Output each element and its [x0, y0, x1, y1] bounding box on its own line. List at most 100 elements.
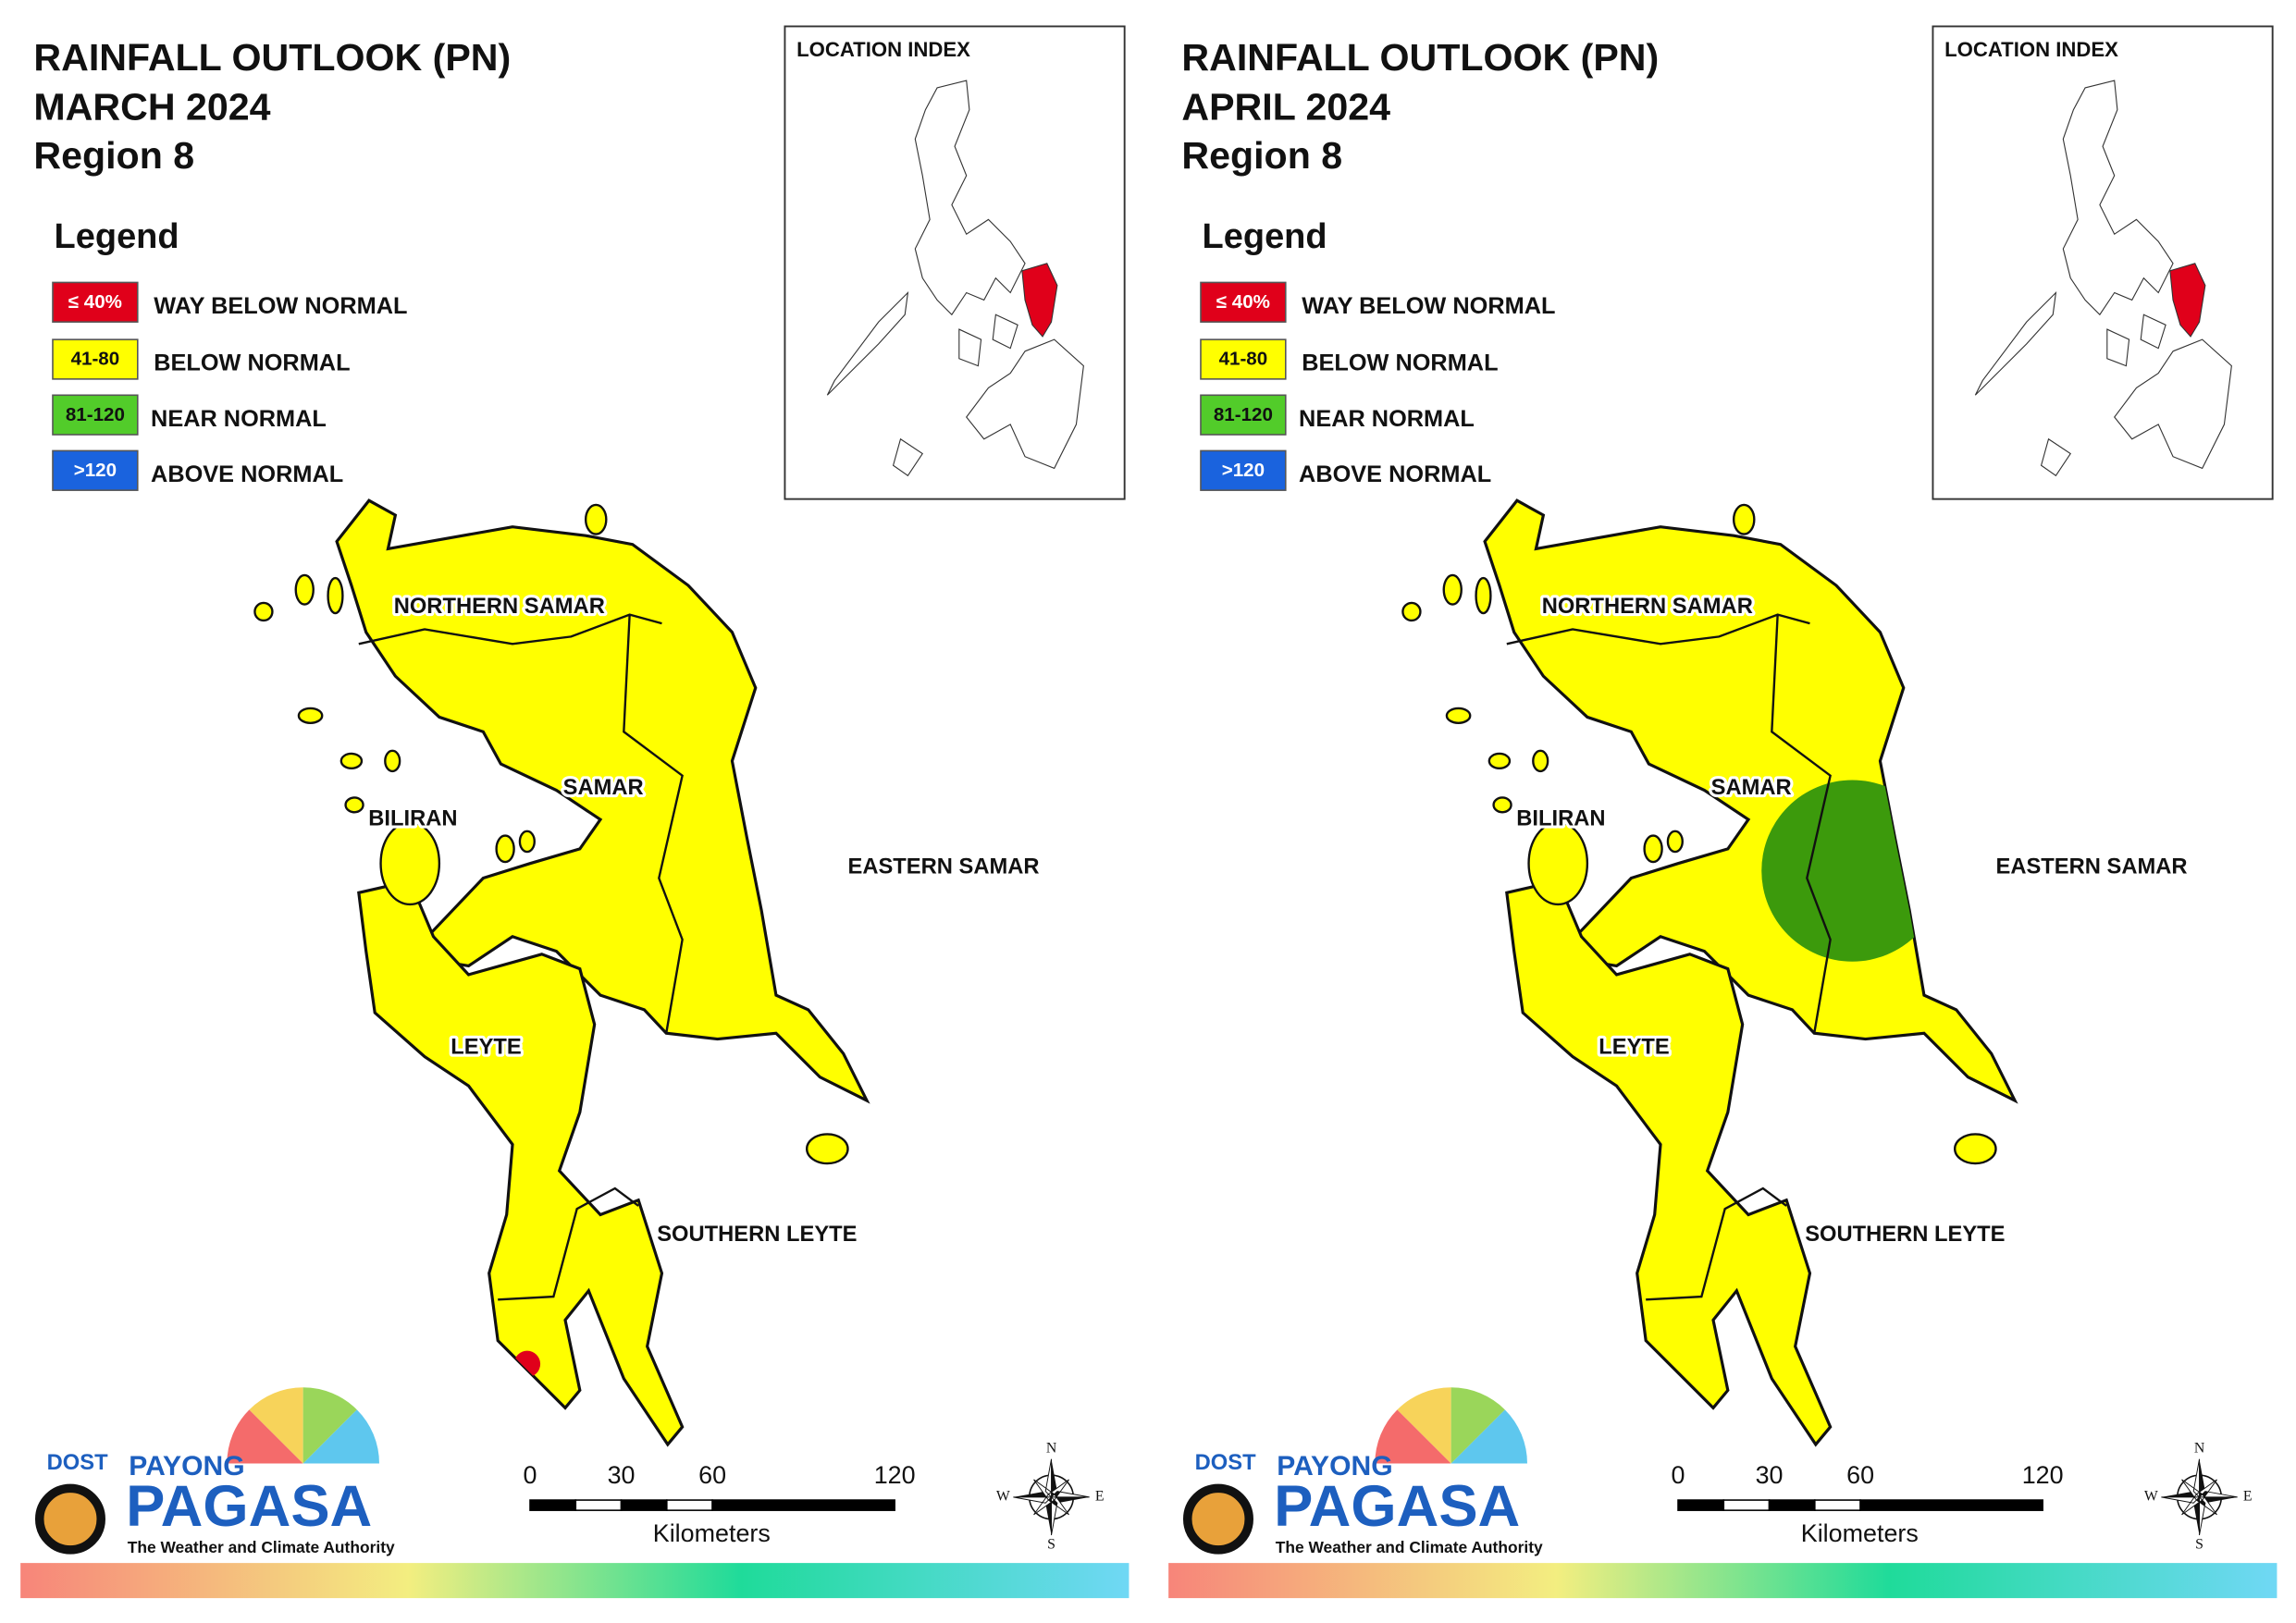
legend-swatch [52, 449, 139, 491]
legend-label: WAY BELOW NORMAL [1302, 293, 1555, 319]
legend-swatch-text: 41-80 [71, 349, 120, 370]
legend-swatch-text: 81-120 [66, 404, 125, 425]
umbrella-segment [1450, 1387, 1505, 1464]
province-label: NORTHERN SAMAR [1542, 595, 1753, 619]
umbrella-segment [302, 1387, 357, 1464]
legend-label: NEAR NORMAL [151, 406, 327, 432]
province-boundary [1506, 613, 1832, 1301]
province-label: SOUTHERN LEYTE [1805, 1223, 2005, 1247]
logo-agency: DOST [47, 1451, 108, 1475]
scale-unit: Kilometers [1801, 1519, 1919, 1547]
islet [384, 749, 401, 773]
islet [253, 601, 274, 622]
province-boundary [358, 613, 684, 1301]
outlook-zone [1761, 780, 1944, 962]
legend-label: ABOVE NORMAL [151, 461, 343, 487]
islet [1442, 573, 1463, 606]
scale-tick-label: 30 [1756, 1461, 1784, 1489]
islet [584, 503, 608, 535]
islet [379, 821, 441, 906]
logo-seal [34, 1483, 105, 1555]
scale-tick-label: 60 [1846, 1461, 1874, 1489]
compass-s: S [1047, 1537, 1055, 1553]
legend-label: NEAR NORMAL [1299, 406, 1475, 432]
legend-swatch [52, 394, 139, 436]
legend-label: WAY BELOW NORMAL [154, 293, 407, 319]
scale-tick-label: 120 [2022, 1461, 2064, 1489]
scale-tick-label: 30 [608, 1461, 636, 1489]
scale-segment [529, 1499, 577, 1511]
outlook-zone [513, 1350, 541, 1378]
legend-swatch-text: >120 [74, 460, 117, 481]
color-band [20, 1563, 1129, 1599]
province-label: NORTHERN SAMAR [394, 595, 605, 619]
scale-segment [1768, 1499, 1816, 1511]
legend-swatch-text: >120 [1222, 460, 1265, 481]
scale-segment [1859, 1499, 2043, 1511]
legend-swatch [1200, 394, 1287, 436]
islet [1401, 601, 1422, 622]
location-index-frame [1932, 25, 2274, 500]
islet [1487, 752, 1512, 770]
compass-w: W [2144, 1489, 2158, 1505]
province-label: SAMAR [563, 776, 644, 800]
islet [1527, 821, 1589, 906]
region: Region 8 [33, 134, 194, 177]
panel: RAINFALL OUTLOOK (PN) MARCH 2024 Region 8 L… [20, 25, 1129, 1599]
logo-tagline: The Weather and Climate Authority [128, 1538, 395, 1556]
philippines-outline [1974, 80, 2232, 477]
compass-n: N [2194, 1440, 2205, 1456]
islet [1643, 834, 1663, 864]
scale-tick-label: 0 [1672, 1461, 1685, 1489]
compass: N S E W [996, 1440, 1105, 1552]
legend-label: ABOVE NORMAL [1299, 461, 1491, 487]
islet [1953, 1133, 1997, 1165]
title: RAINFALL OUTLOOK (PN) [33, 36, 511, 79]
province-label: SOUTHERN LEYTE [657, 1223, 857, 1247]
compass-e: E [1095, 1489, 1105, 1505]
period: APRIL 2024 [1181, 86, 1390, 129]
location-index-frame [784, 25, 1126, 500]
islet [1532, 749, 1549, 773]
panel: RAINFALL OUTLOOK (PN) APRIL 2024 Region 8 L… [1168, 25, 2277, 1599]
philippines-outline [826, 80, 1084, 477]
scale-segment [1677, 1499, 1725, 1511]
islet [1475, 576, 1492, 615]
title: RAINFALL OUTLOOK (PN) [1181, 36, 1659, 79]
islet [495, 834, 515, 864]
scale-segment [666, 1499, 713, 1511]
region: Region 8 [1181, 134, 1342, 177]
compass-s: S [2195, 1537, 2203, 1553]
islet [1666, 830, 1684, 854]
legend-swatch-text: ≤ 40% [68, 291, 122, 313]
islet [327, 576, 344, 615]
scale-segment [1722, 1499, 1771, 1511]
legend-swatch-text: 81-120 [1214, 404, 1273, 425]
scale-segment [620, 1499, 668, 1511]
compass: N S E W [2144, 1440, 2253, 1552]
umbrella-segment [1375, 1409, 1451, 1464]
legend-label: BELOW NORMAL [1302, 350, 1498, 376]
islet [805, 1133, 849, 1165]
legend-swatch [1200, 338, 1287, 380]
scale-tick-label: 120 [874, 1461, 916, 1489]
compass-star-light [1013, 1458, 1090, 1536]
logo-name: PAGASA [1274, 1474, 1520, 1539]
location-index-title: LOCATION INDEX [796, 38, 970, 61]
logo-name: PAGASA [126, 1474, 372, 1539]
province-label: BILIRAN [368, 806, 457, 830]
province-label: EASTERN SAMAR [848, 855, 1040, 879]
umbrella-segment [249, 1387, 303, 1464]
compass-e: E [2243, 1489, 2253, 1505]
legend-swatch-text: 41-80 [1219, 349, 1268, 370]
compass-w: W [996, 1489, 1010, 1505]
legend-swatch [1200, 281, 1287, 323]
islet [518, 830, 536, 854]
umbrella-segment [302, 1409, 379, 1464]
islet [1732, 503, 1756, 535]
logo-agency: DOST [1195, 1451, 1256, 1475]
